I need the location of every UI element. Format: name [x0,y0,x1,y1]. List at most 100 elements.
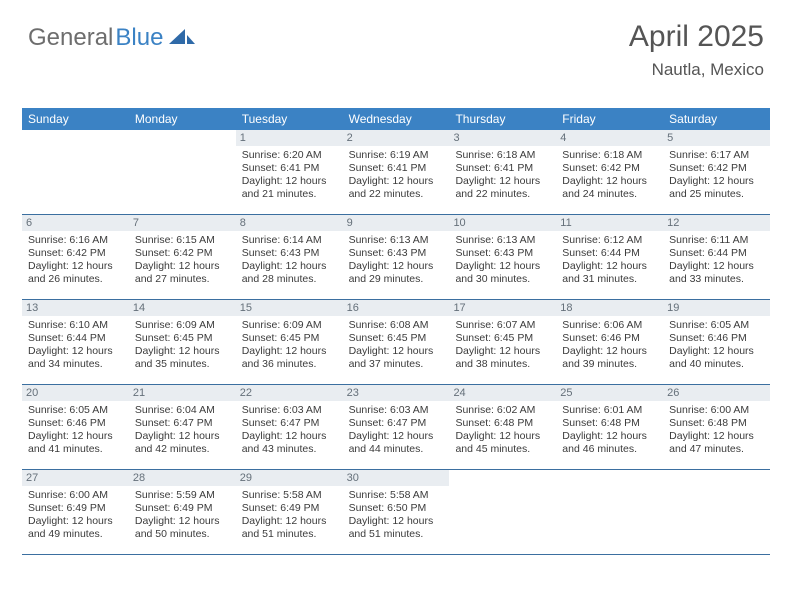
day-number: 15 [236,300,343,316]
daylight1-text: Daylight: 12 hours [562,260,657,273]
daylight2-text: and 21 minutes. [242,188,337,201]
daylight2-text: and 38 minutes. [455,358,550,371]
day-cell: 10Sunrise: 6:13 AMSunset: 6:43 PMDayligh… [449,215,556,299]
sunrise-text: Sunrise: 6:17 AM [669,149,764,162]
weekday-header: Thursday [449,108,556,130]
daylight1-text: Daylight: 12 hours [562,430,657,443]
sunrise-text: Sunrise: 6:09 AM [135,319,230,332]
logo: General Blue [28,24,195,52]
sunset-text: Sunset: 6:44 PM [562,247,657,260]
day-number: 13 [22,300,129,316]
day-cell: 9Sunrise: 6:13 AMSunset: 6:43 PMDaylight… [343,215,450,299]
day-number: 16 [343,300,450,316]
daylight1-text: Daylight: 12 hours [242,175,337,188]
sunset-text: Sunset: 6:49 PM [242,502,337,515]
day-number: 19 [663,300,770,316]
day-number: 17 [449,300,556,316]
sunrise-text: Sunrise: 6:00 AM [28,489,123,502]
sunset-text: Sunset: 6:47 PM [349,417,444,430]
sunrise-text: Sunrise: 6:08 AM [349,319,444,332]
month-title: April 2025 [629,20,764,54]
daylight1-text: Daylight: 12 hours [28,515,123,528]
sunrise-text: Sunrise: 6:06 AM [562,319,657,332]
logo-text-general: General [28,24,113,52]
day-cell: 26Sunrise: 6:00 AMSunset: 6:48 PMDayligh… [663,385,770,469]
daylight1-text: Daylight: 12 hours [242,345,337,358]
weekday-header: Saturday [663,108,770,130]
week-row: 27Sunrise: 6:00 AMSunset: 6:49 PMDayligh… [22,470,770,555]
daylight2-text: and 43 minutes. [242,443,337,456]
sunset-text: Sunset: 6:46 PM [562,332,657,345]
day-cell: 30Sunrise: 5:58 AMSunset: 6:50 PMDayligh… [343,470,450,554]
sunrise-text: Sunrise: 6:20 AM [242,149,337,162]
daylight2-text: and 51 minutes. [349,528,444,541]
sunset-text: Sunset: 6:47 PM [242,417,337,430]
sunset-text: Sunset: 6:46 PM [28,417,123,430]
sunset-text: Sunset: 6:43 PM [455,247,550,260]
sunset-text: Sunset: 6:41 PM [242,162,337,175]
sunset-text: Sunset: 6:43 PM [242,247,337,260]
day-number: 9 [343,215,450,231]
daylight1-text: Daylight: 12 hours [455,345,550,358]
sunset-text: Sunset: 6:49 PM [28,502,123,515]
daylight1-text: Daylight: 12 hours [242,260,337,273]
sunrise-text: Sunrise: 6:03 AM [349,404,444,417]
day-number: 23 [343,385,450,401]
day-cell: 5Sunrise: 6:17 AMSunset: 6:42 PMDaylight… [663,130,770,214]
day-number: 22 [236,385,343,401]
week-row: 1Sunrise: 6:20 AMSunset: 6:41 PMDaylight… [22,130,770,215]
day-number: 20 [22,385,129,401]
sunrise-text: Sunrise: 6:07 AM [455,319,550,332]
sunset-text: Sunset: 6:48 PM [669,417,764,430]
sunrise-text: Sunrise: 6:10 AM [28,319,123,332]
sunrise-text: Sunrise: 5:58 AM [349,489,444,502]
daylight1-text: Daylight: 12 hours [455,430,550,443]
sunset-text: Sunset: 6:42 PM [669,162,764,175]
sunrise-text: Sunrise: 6:11 AM [669,234,764,247]
day-cell: 14Sunrise: 6:09 AMSunset: 6:45 PMDayligh… [129,300,236,384]
daylight2-text: and 42 minutes. [135,443,230,456]
day-cell: 6Sunrise: 6:16 AMSunset: 6:42 PMDaylight… [22,215,129,299]
daylight2-text: and 50 minutes. [135,528,230,541]
header: April 2025 Nautla, Mexico [629,20,764,80]
weekday-header: Friday [556,108,663,130]
day-cell: 28Sunrise: 5:59 AMSunset: 6:49 PMDayligh… [129,470,236,554]
day-number: 24 [449,385,556,401]
day-number: 4 [556,130,663,146]
daylight1-text: Daylight: 12 hours [135,345,230,358]
day-number: 28 [129,470,236,486]
day-number: 26 [663,385,770,401]
week-row: 6Sunrise: 6:16 AMSunset: 6:42 PMDaylight… [22,215,770,300]
day-cell: 2Sunrise: 6:19 AMSunset: 6:41 PMDaylight… [343,130,450,214]
daylight2-text: and 47 minutes. [669,443,764,456]
day-cell: 21Sunrise: 6:04 AMSunset: 6:47 PMDayligh… [129,385,236,469]
sunrise-text: Sunrise: 6:18 AM [562,149,657,162]
logo-text-blue: Blue [115,24,163,52]
day-cell: 18Sunrise: 6:06 AMSunset: 6:46 PMDayligh… [556,300,663,384]
weekday-header: Wednesday [343,108,450,130]
day-cell [663,470,770,554]
day-cell [22,130,129,214]
sunset-text: Sunset: 6:47 PM [135,417,230,430]
sunrise-text: Sunrise: 6:12 AM [562,234,657,247]
day-cell: 13Sunrise: 6:10 AMSunset: 6:44 PMDayligh… [22,300,129,384]
daylight2-text: and 36 minutes. [242,358,337,371]
sunrise-text: Sunrise: 6:18 AM [455,149,550,162]
day-cell: 23Sunrise: 6:03 AMSunset: 6:47 PMDayligh… [343,385,450,469]
sunrise-text: Sunrise: 6:03 AM [242,404,337,417]
day-cell [129,130,236,214]
sunset-text: Sunset: 6:42 PM [28,247,123,260]
sunrise-text: Sunrise: 6:15 AM [135,234,230,247]
daylight1-text: Daylight: 12 hours [669,345,764,358]
daylight1-text: Daylight: 12 hours [455,260,550,273]
sunrise-text: Sunrise: 6:00 AM [669,404,764,417]
sunrise-text: Sunrise: 6:09 AM [242,319,337,332]
daylight2-text: and 39 minutes. [562,358,657,371]
daylight2-text: and 40 minutes. [669,358,764,371]
day-number: 14 [129,300,236,316]
daylight1-text: Daylight: 12 hours [349,345,444,358]
weeks-container: 1Sunrise: 6:20 AMSunset: 6:41 PMDaylight… [22,130,770,555]
daylight2-text: and 34 minutes. [28,358,123,371]
daylight2-text: and 31 minutes. [562,273,657,286]
weekday-header: Monday [129,108,236,130]
